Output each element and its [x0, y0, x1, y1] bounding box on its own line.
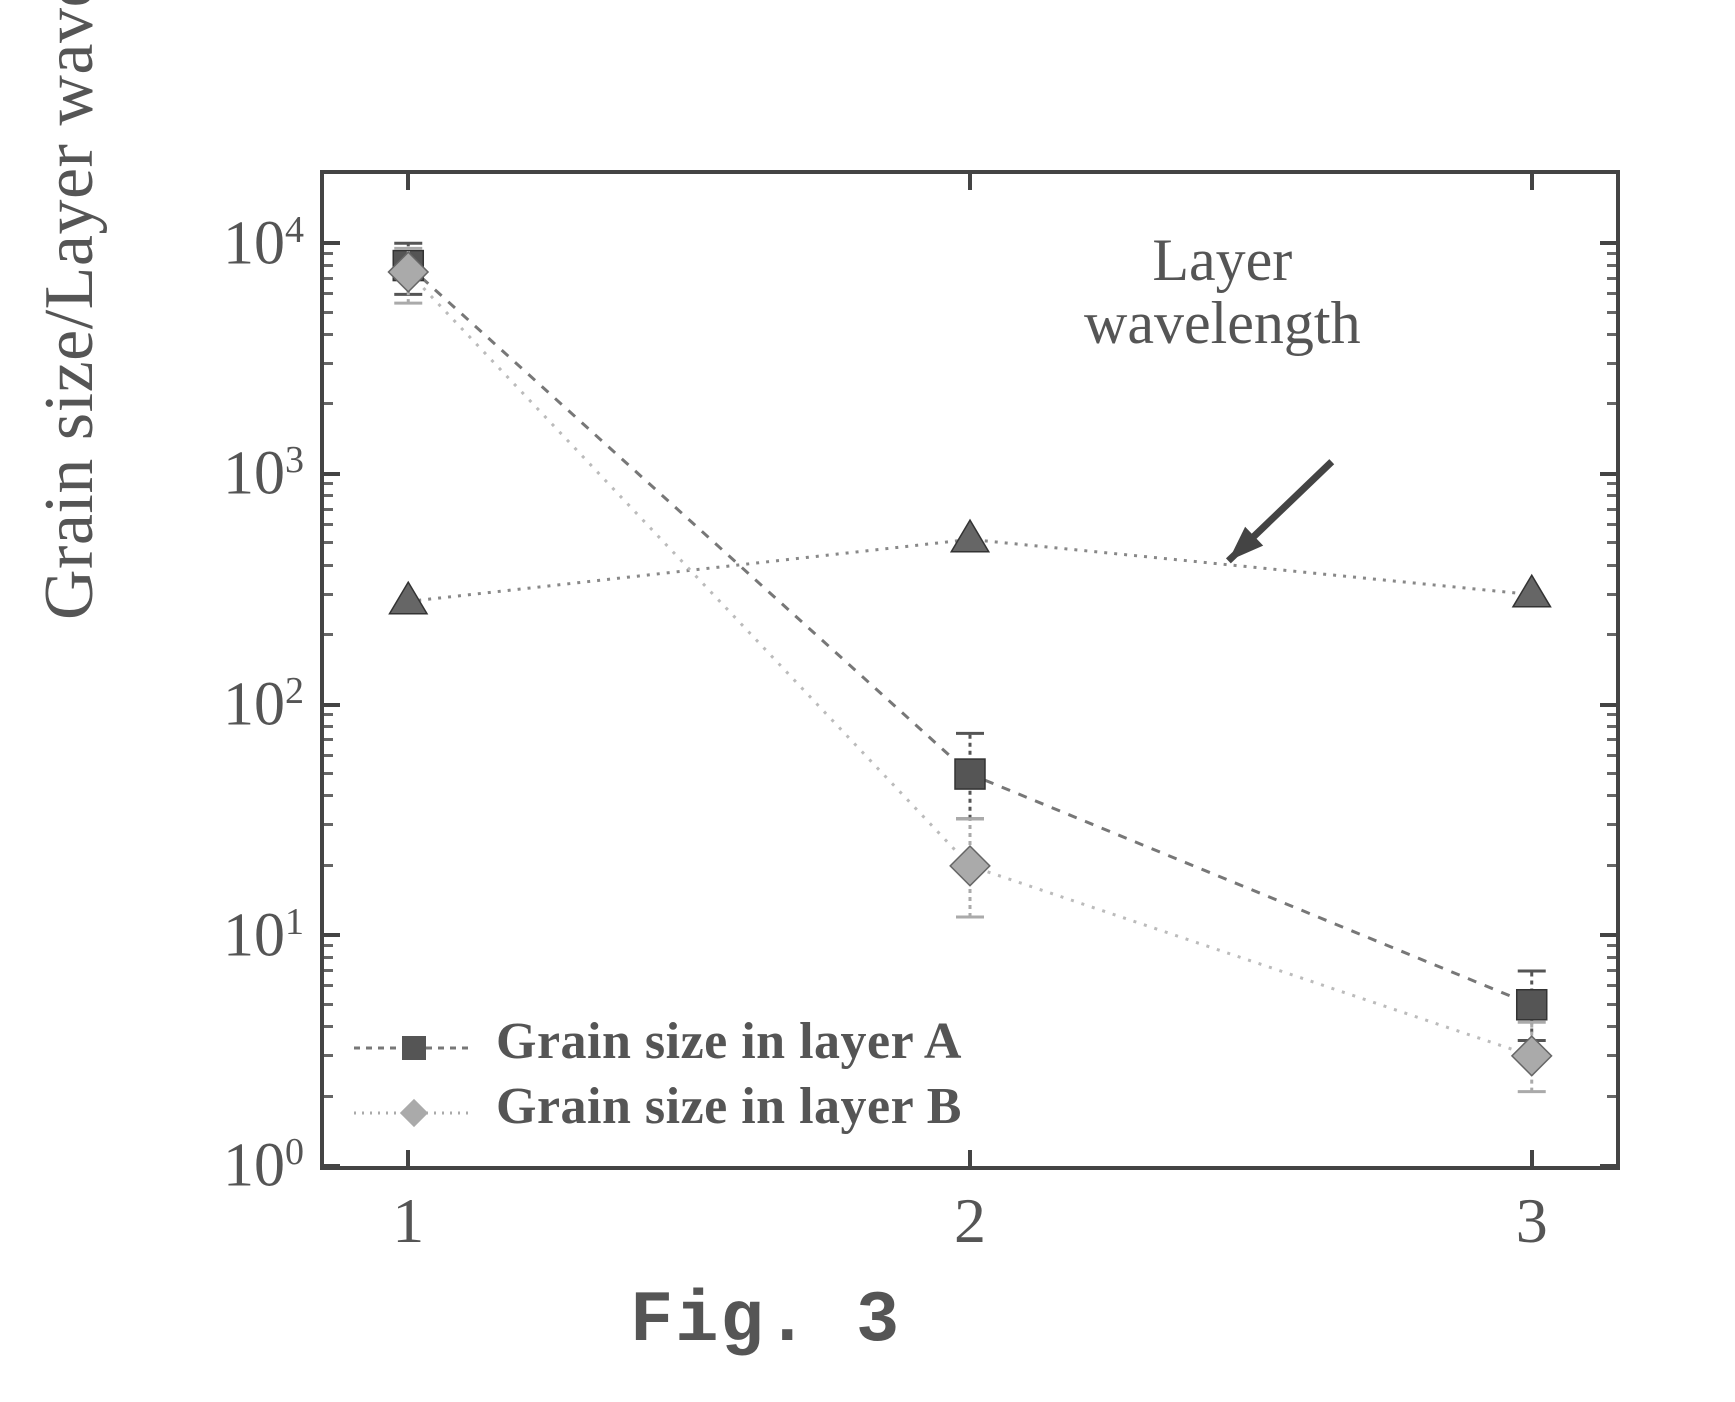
figure-caption: Fig. 3	[630, 1280, 901, 1362]
plot-area: Layer wavelength Grain size in layer A	[320, 170, 1620, 1170]
x-tick-label: 2	[954, 1184, 986, 1258]
legend-marker-a	[354, 1022, 474, 1062]
y-tick-label: 102	[223, 669, 304, 741]
legend-item-b: Grain size in layer B	[354, 1077, 962, 1136]
annotation-line2: wavelength	[1084, 292, 1361, 355]
x-tick-label: 1	[392, 1184, 424, 1258]
legend: Grain size in layer A Grain size in laye…	[354, 1006, 962, 1136]
legend-label-b: Grain size in layer B	[496, 1077, 962, 1136]
figure-container: Grain size/Layer wavelength (nm) Layer w…	[0, 0, 1735, 1402]
x-tick-label: 3	[1516, 1184, 1548, 1258]
y-tick-label: 104	[223, 207, 304, 279]
legend-marker-b	[354, 1087, 474, 1127]
y-tick-label: 101	[223, 899, 304, 971]
y-axis-label: Grain size/Layer wavelength (nm)	[30, 0, 110, 620]
legend-label-a: Grain size in layer A	[496, 1012, 962, 1071]
legend-item-a: Grain size in layer A	[354, 1012, 962, 1071]
y-tick-label: 103	[223, 438, 304, 510]
annotation-line1: Layer	[1084, 229, 1361, 292]
annotation-layer-wavelength: Layer wavelength	[1084, 229, 1361, 355]
y-tick-label: 100	[223, 1130, 304, 1202]
